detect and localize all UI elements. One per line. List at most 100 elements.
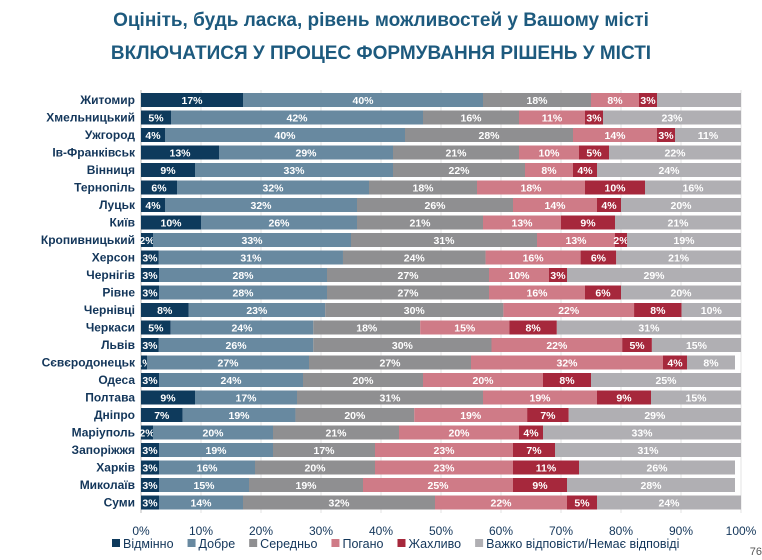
- data-label: 18%: [412, 183, 434, 195]
- x-tick-label: 40%: [369, 524, 393, 538]
- data-label: 4%: [523, 428, 539, 440]
- bar-segment: [141, 373, 159, 387]
- legend-label: Середньо: [260, 537, 317, 551]
- data-label: 31%: [638, 323, 660, 335]
- bar-segment: [597, 495, 741, 510]
- bar-segment: [420, 320, 510, 335]
- bar-segment: [471, 355, 663, 370]
- bar-segment: [249, 478, 363, 492]
- bar-segment: [375, 460, 513, 475]
- data-label: 42%: [286, 113, 308, 125]
- legend-label: Жахливо: [408, 537, 461, 551]
- data-label: 22%: [664, 148, 686, 160]
- bar-segment: [273, 425, 399, 440]
- bar-segment: [375, 443, 513, 457]
- data-label: 3%: [640, 95, 656, 107]
- data-label: 18%: [520, 183, 542, 195]
- data-label: 17%: [313, 445, 335, 457]
- data-label: 6%: [151, 183, 167, 195]
- bar-segment: [527, 408, 569, 422]
- data-label: 23%: [433, 463, 455, 475]
- x-tick-label: 80%: [609, 524, 633, 538]
- data-label: 11%: [698, 130, 719, 142]
- category-label: Сєвєродонецьк: [42, 356, 136, 370]
- legend-swatch: [187, 539, 196, 547]
- bar-segment: [519, 110, 585, 125]
- bar-segment: [141, 355, 147, 370]
- category-label: Луцьк: [99, 198, 136, 212]
- category-label: Львів: [101, 338, 135, 352]
- bar-segment: [513, 443, 555, 457]
- data-label: 4%: [145, 130, 161, 142]
- data-label: 10%: [160, 218, 182, 230]
- data-label: 27%: [397, 270, 419, 282]
- data-label: 18%: [526, 95, 548, 107]
- data-label: 14%: [190, 498, 212, 510]
- data-label: 19%: [529, 393, 551, 405]
- bar-segment: [543, 425, 741, 440]
- bar-segment: [513, 460, 579, 475]
- bar-segment: [303, 373, 423, 387]
- x-tick-label: 100%: [726, 524, 757, 538]
- bar-segment: [477, 180, 585, 195]
- data-label: 3%: [142, 445, 158, 457]
- data-label: 28%: [232, 288, 254, 300]
- bar-segment: [153, 425, 273, 440]
- category-label: Чернігів: [86, 268, 135, 282]
- data-label: 33%: [241, 235, 263, 247]
- bar-segment: [687, 355, 735, 370]
- bar-segment: [675, 128, 741, 142]
- x-tick-label: 90%: [669, 524, 693, 538]
- data-label: 27%: [217, 358, 239, 370]
- data-label: 18%: [356, 323, 378, 335]
- bar-segment: [327, 285, 489, 300]
- data-label: 8%: [650, 305, 666, 317]
- data-label: 8%: [541, 165, 557, 177]
- bar-segment: [182, 408, 296, 422]
- data-label: 7%: [540, 410, 556, 422]
- data-label: 5%: [586, 148, 602, 160]
- x-tick-label: 20%: [249, 524, 273, 538]
- bar-segment: [591, 373, 741, 387]
- data-label: 23%: [433, 445, 455, 457]
- bar-segment: [657, 128, 675, 142]
- bar-segment: [525, 163, 573, 177]
- data-label: 9%: [580, 218, 596, 230]
- bar-segment: [561, 215, 615, 230]
- data-label: 40%: [274, 130, 296, 142]
- data-label: 3%: [142, 270, 158, 282]
- category-label: Ужгород: [85, 128, 135, 142]
- data-label: 16%: [460, 113, 482, 125]
- data-label: 24%: [231, 323, 253, 335]
- bar-segment: [483, 390, 597, 405]
- data-label: 8%: [157, 305, 173, 317]
- chart-title: Оцініть, будь ласка, рівень можливостей …: [113, 10, 649, 31]
- bar-segment: [141, 320, 171, 335]
- bar-segment: [573, 128, 657, 142]
- bar-segment: [603, 110, 741, 125]
- bar-segment: [651, 338, 741, 352]
- data-label: 20%: [352, 375, 374, 387]
- bar-segment: [171, 110, 423, 125]
- bar-segment: [201, 215, 357, 230]
- bar-segment: [503, 303, 635, 317]
- data-label: 9%: [160, 165, 176, 177]
- data-label: 5%: [148, 113, 164, 125]
- bar-segment: [243, 495, 435, 510]
- bar-segment: [325, 303, 504, 317]
- data-label: 26%: [268, 218, 290, 230]
- data-label: 21%: [668, 253, 690, 265]
- category-label: Дніпро: [94, 408, 135, 422]
- category-label: Кропивницький: [41, 233, 135, 247]
- data-label: 8%: [703, 358, 719, 370]
- bar-segment: [141, 390, 195, 405]
- bar-segment: [621, 285, 741, 300]
- bar-segment: [141, 93, 243, 107]
- category-label: Київ: [110, 216, 135, 230]
- data-label: 21%: [409, 218, 431, 230]
- bar-segment: [141, 128, 165, 142]
- data-label: 26%: [646, 463, 668, 475]
- bar-segment: [405, 128, 573, 142]
- bar-segment: [489, 268, 549, 282]
- legend-label: Важко відповісти/Немає відповіді: [486, 537, 679, 551]
